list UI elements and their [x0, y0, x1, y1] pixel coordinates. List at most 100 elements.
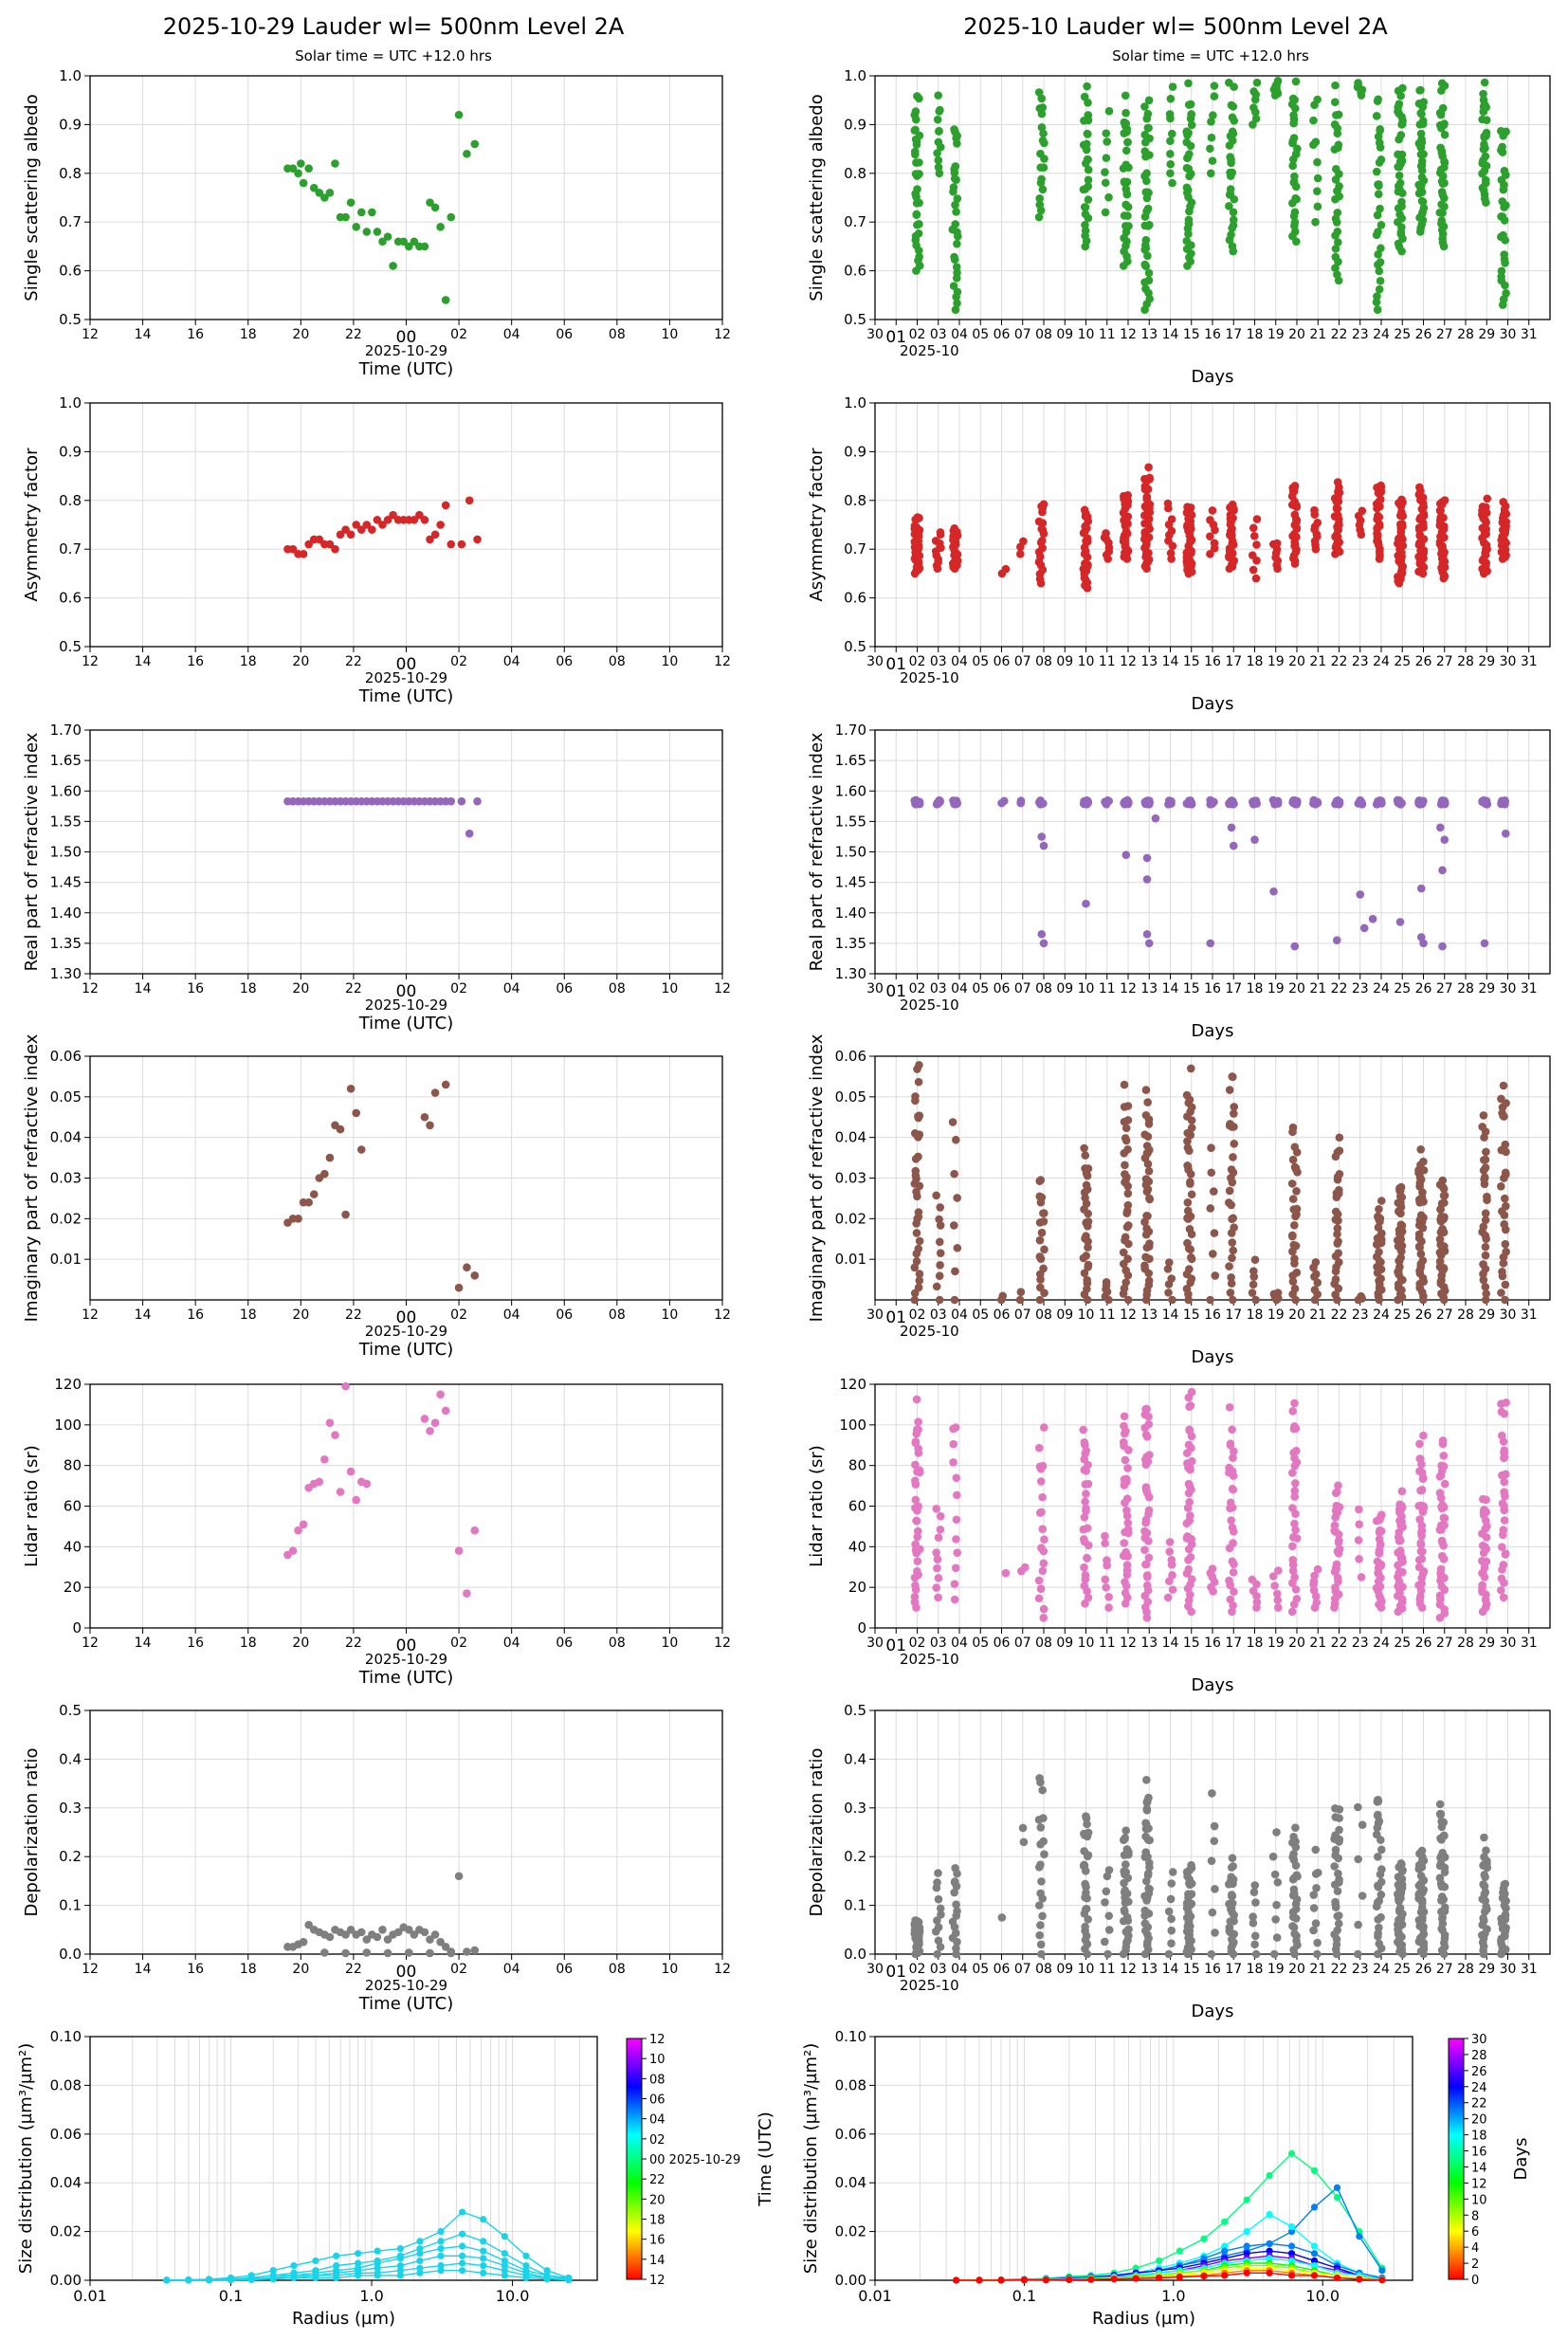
y-tick-label: 0.1 — [59, 1897, 82, 1914]
x-tick-label: 04 — [951, 1962, 968, 1977]
lidar-monthly-point — [1439, 1513, 1449, 1523]
asym-daily-point — [447, 539, 456, 549]
size-series-point — [1333, 2194, 1341, 2202]
plot-frame — [874, 75, 1551, 320]
size-series-point — [290, 2274, 298, 2282]
lidar-monthly-point — [1082, 1466, 1091, 1475]
imag-monthly-point — [1229, 1246, 1238, 1255]
imag-monthly-point — [1357, 1291, 1365, 1301]
x-tick-label: 0.01 — [73, 2287, 107, 2305]
lidar-monthly-point — [936, 1511, 945, 1521]
x-tick-label: 03 — [930, 654, 947, 669]
size-series-point — [480, 2216, 487, 2223]
x-tick-label: 26 — [1415, 1962, 1432, 1977]
depol-monthly-point — [1140, 1906, 1150, 1915]
real-monthly-point — [1206, 795, 1214, 805]
y-tick-label: 0.3 — [844, 1800, 866, 1817]
imag-monthly-point — [1500, 1219, 1509, 1229]
size-series-point — [480, 2269, 487, 2276]
depol-monthly-point — [1358, 1892, 1367, 1900]
lidar-monthly-point — [1168, 1571, 1176, 1580]
lidar-daily-point — [430, 1418, 440, 1427]
lidar-monthly-point — [950, 1580, 959, 1588]
x-tick-label: 20 — [1288, 1962, 1305, 1977]
lidar-monthly-point — [1229, 1485, 1238, 1494]
imag-monthly-point — [1084, 1164, 1093, 1173]
x-tick-label: 29 — [1478, 981, 1495, 996]
x-tick-label: 18 — [240, 981, 257, 996]
lidar-monthly-point — [1288, 1407, 1298, 1416]
asym-monthly-point — [1206, 550, 1214, 558]
y-tick-label: 0.6 — [844, 263, 866, 280]
depol-monthly-point — [1291, 1837, 1300, 1846]
depol-monthly-point — [1289, 1885, 1299, 1894]
asym-monthly-point — [1144, 463, 1153, 472]
asym-monthly-point — [1374, 511, 1382, 521]
ssa-monthly-point — [1418, 197, 1428, 207]
lidar-monthly-point — [1270, 1581, 1279, 1590]
x-tick-label: 25 — [1394, 981, 1411, 996]
size-series-point — [1200, 2235, 1208, 2242]
lidar-monthly-point — [1287, 1469, 1297, 1477]
x-tick-label: 12 — [1120, 1307, 1137, 1323]
asym-monthly-point — [1419, 499, 1428, 508]
imag-monthly-point — [1497, 1289, 1505, 1297]
x-tick-label: 10 — [1078, 1962, 1095, 1977]
real-monthly-point — [952, 796, 961, 805]
x-tick-label: 12 — [82, 981, 99, 996]
x-tick-label: 02 — [909, 1307, 926, 1323]
x-tick-label: 22 — [1331, 1636, 1348, 1651]
x-tick-label: 07 — [1014, 981, 1031, 996]
depol-monthly-point — [1142, 1776, 1151, 1784]
x-tick-label: 23 — [1352, 1636, 1369, 1651]
imag-monthly-point — [1187, 1252, 1195, 1262]
asym-daily-point — [346, 530, 356, 539]
x-tick-label: 29 — [1478, 1307, 1495, 1323]
imag-monthly-point — [1335, 1133, 1344, 1143]
ssa-monthly-point — [1440, 158, 1449, 168]
lidar-monthly-point — [1140, 1423, 1149, 1433]
ssa-monthly-point — [1182, 183, 1192, 192]
ssa-daily-point — [441, 296, 450, 304]
ssa-daily-point — [410, 237, 419, 247]
lidar-monthly-point — [1081, 1440, 1089, 1450]
ssa-daily-point — [297, 159, 305, 168]
ssa-monthly-point — [1437, 79, 1447, 88]
lidar-monthly-point — [950, 1595, 959, 1604]
lidar-monthly-point — [932, 1548, 940, 1557]
lidar-monthly-point — [1229, 1539, 1237, 1547]
real-monthly-point — [1419, 939, 1428, 948]
x-tick-label: 12 — [1120, 327, 1137, 342]
imag-monthly-point — [1211, 1271, 1220, 1280]
ssa-monthly-point — [953, 239, 961, 248]
asym-monthly-point — [1186, 517, 1195, 526]
depol-daily-point — [470, 1946, 480, 1955]
y-tick-label: 80 — [848, 1457, 866, 1474]
depol-monthly-point — [1101, 1898, 1109, 1907]
lidar-monthly-point — [914, 1526, 922, 1536]
y-tick-label: 0.2 — [844, 1848, 866, 1865]
imag-monthly-point — [1501, 1239, 1510, 1249]
ssa-daily-point — [325, 189, 335, 197]
lidar-monthly-point — [1121, 1578, 1129, 1586]
ssa-monthly-point — [1143, 221, 1153, 230]
depol-monthly-point — [1334, 1919, 1343, 1929]
y-tick-label: 0.01 — [50, 1251, 82, 1268]
imag-monthly-point — [1228, 1215, 1236, 1224]
depol-monthly-point — [1037, 1877, 1046, 1886]
imag-monthly-point — [1143, 1185, 1153, 1194]
x-tick-label: 10 — [662, 1962, 679, 1977]
lidar-monthly-point — [912, 1395, 921, 1404]
size-series-point — [1333, 2184, 1341, 2191]
x-tick-label: 14 — [1162, 1962, 1179, 1977]
ssa-monthly-point — [1084, 98, 1092, 107]
imag-monthly-point — [1228, 1072, 1237, 1081]
depol-monthly-point — [1288, 1922, 1297, 1930]
y-tick-label: 1.0 — [844, 67, 866, 84]
asym-monthly-point — [1249, 532, 1259, 540]
y-tick-label: 0.04 — [835, 2174, 866, 2191]
depol-monthly-point — [1036, 1860, 1045, 1869]
imag-monthly-point — [1121, 1161, 1129, 1170]
imag-monthly-point — [1120, 1080, 1129, 1089]
lidar-monthly-point — [1184, 1564, 1194, 1574]
